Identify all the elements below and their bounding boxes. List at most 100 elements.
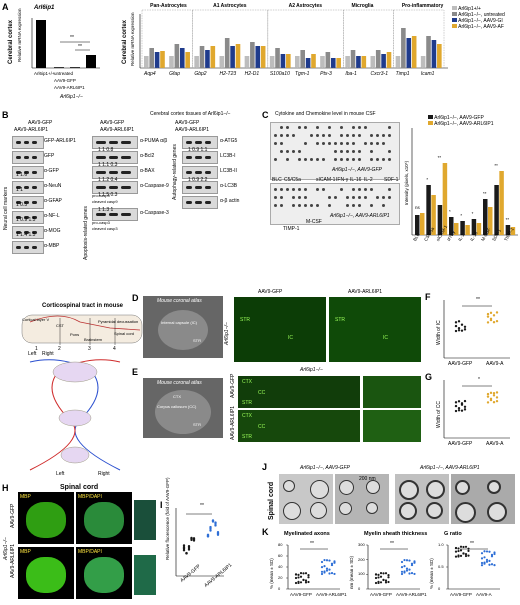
section-label-2: A2 Astrocytes xyxy=(289,4,322,9)
array-spot xyxy=(382,196,385,199)
i-dot-gfp xyxy=(193,539,195,541)
array-spot xyxy=(304,142,307,145)
array-spot xyxy=(376,134,379,137)
c-sig-4: * xyxy=(460,214,462,219)
k-dot-arl xyxy=(406,569,408,571)
micrograph-e-gfp: CTX CC STR xyxy=(238,376,360,408)
blot-c2-label-8: cleaved casp3 xyxy=(92,227,118,231)
array-spot xyxy=(364,126,367,129)
array-spot xyxy=(352,204,355,207)
array-spot xyxy=(352,134,355,137)
k-dot-arl xyxy=(408,569,410,571)
dot-arl xyxy=(487,395,489,397)
k-tick-1-0: 0 xyxy=(358,587,360,591)
array-spot xyxy=(358,126,361,129)
array-spot xyxy=(310,158,313,161)
d0-tag-1: IC xyxy=(288,335,293,341)
axon-cross-section xyxy=(487,502,507,522)
micrograph-d-gfp: STR IC xyxy=(234,297,326,362)
panel-e-group: Arl6ip1−/− xyxy=(300,368,323,373)
bar-Cxcr3-1-1 xyxy=(376,50,381,68)
k-dot-arl xyxy=(326,568,328,570)
cst-side-0: Left xyxy=(28,352,36,357)
blot-c2-label-2: α-BAX xyxy=(140,169,155,174)
array-spot xyxy=(298,158,301,161)
panel-f-letter: F xyxy=(425,292,431,302)
bar-Tgm-1-1 xyxy=(300,50,305,68)
axon-cross-section xyxy=(399,480,419,500)
dot-arl xyxy=(490,318,492,320)
atlas-d-lab-0: Internal capsule (IC) xyxy=(161,320,197,325)
dot-gfp xyxy=(455,325,457,327)
blot-c1-quant-4: 1 1.4 1.5 xyxy=(16,233,35,238)
dot-gfp xyxy=(455,410,457,412)
array-spot xyxy=(328,142,331,145)
blot-c2-label-3: α-Caspase-9 xyxy=(140,184,169,189)
k-dot-gfp xyxy=(380,572,382,574)
array-spot xyxy=(292,134,295,137)
k-dot-arl xyxy=(403,570,405,572)
k-title-2: G ratio xyxy=(444,532,462,538)
section-label-3: Microglia xyxy=(352,4,374,9)
panel-a-small-group-2: AAV9-GFP xyxy=(54,79,76,84)
array-tag-1: Arl6ip1−/−, AAV9-ARL6IP1 xyxy=(330,214,390,219)
dot-arl xyxy=(487,313,489,315)
e0-tag-2: STR xyxy=(242,400,252,406)
array-spot xyxy=(274,196,277,199)
blot-c3-label-4: α-β actin xyxy=(220,199,239,204)
k-dot-arl xyxy=(483,550,485,552)
k-dot-arl xyxy=(408,572,410,574)
k-dot-gfp xyxy=(465,546,467,548)
k-cat-2-0: AAV9-GFP xyxy=(450,593,472,598)
bar-Gfap-3 xyxy=(185,52,190,68)
cst-num-1: 2 xyxy=(58,347,61,352)
panel-g-letter: G xyxy=(425,372,432,382)
array-lab-top-2: sICAM-1 xyxy=(316,178,335,183)
blot-c1-label-4: α-GFAP xyxy=(44,199,62,204)
bar-Gfap-0 xyxy=(169,56,174,68)
k-dot-gfp xyxy=(380,581,382,583)
blot-c3-label-2: LC3B-II xyxy=(220,169,237,174)
micrograph-h-gfp-mbp: MBP xyxy=(18,492,74,544)
k-sig-2: ** xyxy=(470,542,474,547)
axon-cross-section xyxy=(283,480,295,492)
gene-label-11: Icam1 xyxy=(421,72,435,77)
array-spot xyxy=(346,158,349,161)
array-spot xyxy=(274,134,277,137)
panel-a-small-group-0: Arl6ip1+/+ xyxy=(34,72,55,77)
k-dot-gfp xyxy=(295,582,297,584)
dot-arl xyxy=(493,321,495,323)
k-dot-gfp xyxy=(300,576,302,578)
atlas-e-lab-0: CTX xyxy=(173,394,181,399)
bar-Aqp4-3 xyxy=(160,51,165,68)
dot-arl xyxy=(490,398,492,400)
i-dot-arl xyxy=(212,519,214,521)
array-spot xyxy=(382,142,385,145)
panel-g-cat-0: AAV9-GFP xyxy=(448,442,472,447)
array-lab-top-6: SDF-1 xyxy=(384,178,398,183)
array-spot xyxy=(316,142,319,145)
panel-d-group: Arl6ip1−/− xyxy=(224,322,230,345)
dot-arl xyxy=(496,391,498,393)
bar-Timp1-0 xyxy=(396,56,401,68)
k-dot-arl xyxy=(406,568,408,570)
k-tick-1-2: 200 xyxy=(358,558,365,562)
dot-arl xyxy=(493,392,495,394)
bar-Gfap-1 xyxy=(175,44,180,68)
bar-Iba-1-3 xyxy=(362,56,367,68)
k-dot-arl xyxy=(413,560,415,562)
array-spot xyxy=(334,158,337,161)
k-dot-arl xyxy=(483,562,485,564)
panel-i-letter: I xyxy=(160,500,163,510)
k-dot-arl xyxy=(328,572,330,574)
dot-gfp xyxy=(461,329,463,331)
bar-Timp1-1 xyxy=(401,28,406,68)
array-lab-top-4: IL-16 xyxy=(350,178,361,183)
axon-cross-section xyxy=(310,502,327,519)
micrograph-d-arl: STR IC xyxy=(329,297,421,362)
i-dot-arl xyxy=(209,526,211,528)
bar-Ptx-3-2 xyxy=(331,58,336,68)
k-dot-gfp xyxy=(457,550,459,552)
bar-Tgm-1-0 xyxy=(295,56,300,68)
blot-c1-label-5: α-NF-L xyxy=(44,214,60,219)
